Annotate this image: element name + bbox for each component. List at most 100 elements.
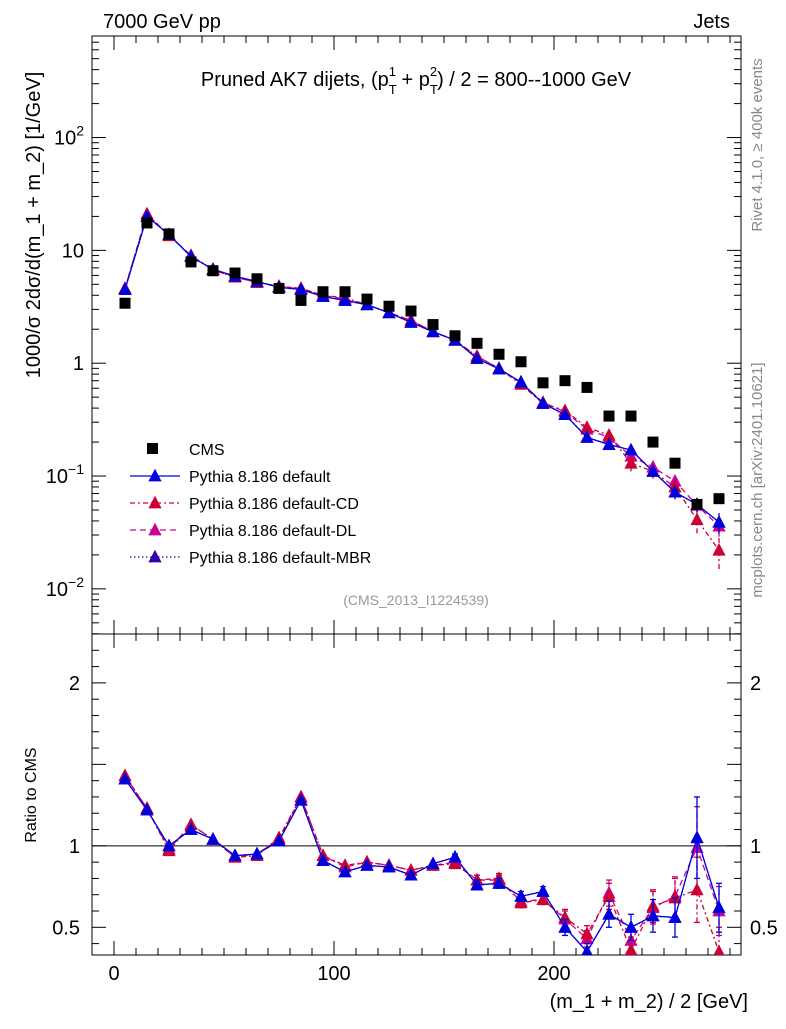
legend-label-3: Pythia 8.186 default-DL <box>189 523 356 540</box>
ratio-line-1 <box>124 775 720 952</box>
ratio-layer <box>118 768 726 955</box>
legend: CMS Pythia 8.186 default Pythia 8.186 defa… <box>130 442 371 567</box>
legend-label-2: Pythia 8.186 default-CD <box>189 496 359 513</box>
series-point-0 <box>536 396 550 409</box>
series-line-0 <box>124 215 720 523</box>
cms-point <box>691 498 703 510</box>
header-right: Jets <box>693 11 730 33</box>
y-tick-label: 10−1 <box>46 461 84 488</box>
ratio-point-0 <box>294 793 308 806</box>
ratio-tick-label-left: 0.5 <box>52 917 80 939</box>
ratio-point-0 <box>272 833 286 847</box>
legend-label-4: Pythia 8.186 default-MBR <box>189 550 371 567</box>
ratio-tick-label-right: 2 <box>750 673 761 695</box>
ratio-point-0 <box>646 908 660 922</box>
series-point-1 <box>580 420 594 433</box>
series-point-0 <box>646 464 660 477</box>
ratio-point-0 <box>668 910 682 923</box>
legend-label-0: CMS <box>189 442 225 459</box>
ratio-point-0 <box>514 889 528 902</box>
ratio-point-0 <box>426 856 440 870</box>
series-point-0 <box>426 324 440 338</box>
cms-point <box>647 436 659 448</box>
legend-marker-cms <box>147 443 158 454</box>
cms-point <box>141 217 153 229</box>
ratio-point-0 <box>558 920 572 933</box>
ratio-point-0 <box>712 900 726 914</box>
ratio-point-0 <box>624 920 638 933</box>
cms-point <box>625 410 637 422</box>
cms-point <box>581 381 593 393</box>
legend-label-1: Pythia 8.186 default <box>189 469 331 486</box>
cms-point <box>295 294 307 306</box>
cms-point <box>559 375 571 387</box>
ratio-point-1 <box>514 895 528 909</box>
ratio-point-0 <box>536 884 550 897</box>
side-label-top: Rivet 4.1.0, ≥ 400k events <box>749 58 766 231</box>
ratio-tick-label-left: 1 <box>69 836 80 858</box>
ratio-tick-label-left: 2 <box>69 673 80 695</box>
series-point-0 <box>514 374 528 388</box>
series-point-0 <box>338 293 352 306</box>
series-point-0 <box>382 305 396 319</box>
cms-point <box>427 319 439 331</box>
series-point-0 <box>668 484 682 498</box>
cms-point <box>669 457 681 469</box>
ratio-point-1 <box>558 910 572 923</box>
legend-marker-3 <box>148 549 162 563</box>
cms-point <box>229 267 241 279</box>
x-axis-label: (m_1 + m_2) / 2 [GeV] <box>550 991 748 1013</box>
ratio-point-0 <box>162 838 176 852</box>
ratio-point-0 <box>690 830 704 844</box>
y-tick-label: 10 <box>62 240 84 262</box>
ratio-line-0 <box>124 778 720 953</box>
legend-marker-0 <box>148 468 162 482</box>
legend-marker-1 <box>148 495 162 509</box>
series-point-1 <box>712 543 726 556</box>
ratio-point-0 <box>140 802 154 816</box>
y-tick-label: 1 <box>73 353 84 375</box>
cms-point <box>449 330 461 342</box>
cms-point <box>537 377 549 389</box>
ratio-plot-frame <box>91 633 742 956</box>
cms-point <box>207 265 219 277</box>
ratio-point-0 <box>360 858 374 871</box>
ratio-point-1 <box>338 858 352 871</box>
series-point-0 <box>404 315 418 328</box>
ratio-point-0 <box>184 822 198 835</box>
series-layer <box>118 206 726 569</box>
ratio-point-0 <box>448 850 462 863</box>
side-label-bottom: mcplots.cern.ch [arXiv:2401.10621] <box>749 362 766 597</box>
cms-point <box>119 297 131 309</box>
cms-point <box>251 273 263 285</box>
ratio-point-0 <box>382 859 396 873</box>
ratio-point-1 <box>602 889 616 902</box>
ratio-point-0 <box>118 771 132 785</box>
cms-point <box>405 305 417 317</box>
cms-point <box>493 348 505 360</box>
cms-point <box>273 282 285 294</box>
cms-point <box>713 493 725 505</box>
cms-point <box>471 337 483 349</box>
axes-layer: 0 100 200 102 10 1 10−1 10−2 0.5 0.5 1 1 2 2 <box>46 36 778 985</box>
ratio-point-0 <box>206 832 220 845</box>
ratio-point-1 <box>448 856 462 870</box>
ratio-tick-label-right: 0.5 <box>750 917 778 939</box>
y-tick-label: 10−2 <box>46 574 84 601</box>
main-plot-frame <box>91 35 742 635</box>
legend-marker-2 <box>148 522 162 536</box>
y-tick-label: 102 <box>54 123 84 150</box>
ratio-tick-label-right: 1 <box>750 836 761 858</box>
ratio-point-0 <box>338 864 352 878</box>
ratio-point-0 <box>228 848 242 862</box>
y-axis-label: 1000/σ 2dσ/d(m_1 + m_2) [1/GeV] <box>23 72 45 379</box>
header-left: 7000 GeV pp <box>103 11 221 33</box>
ratio-point-0 <box>250 846 264 860</box>
series-point-0 <box>602 437 616 450</box>
ratio-point-1 <box>690 882 704 896</box>
x-tick-label: 100 <box>317 963 350 985</box>
series-point-0 <box>492 361 506 375</box>
series-point-0 <box>118 282 132 295</box>
series-line-1 <box>124 212 720 551</box>
